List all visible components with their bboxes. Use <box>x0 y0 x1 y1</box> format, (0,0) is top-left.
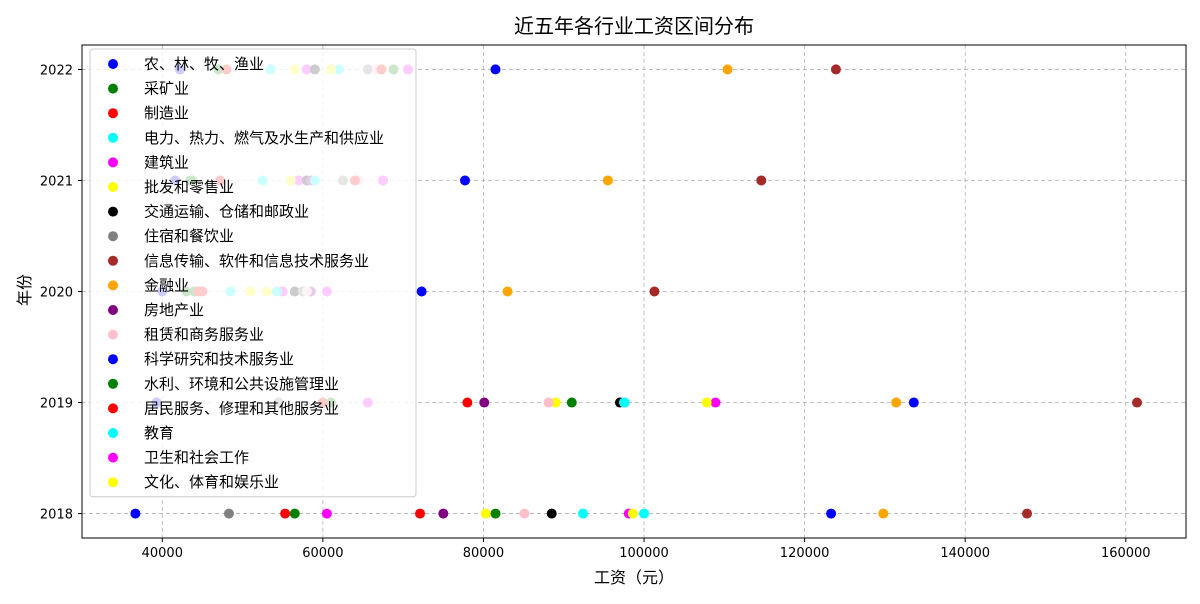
data-point-series-8 <box>830 64 841 75</box>
data-point-series-9 <box>722 64 733 75</box>
data-point-series-17 <box>627 508 638 519</box>
data-point-series-12 <box>826 508 837 519</box>
data-point-series-9 <box>878 508 889 519</box>
legend-label: 住宿和餐饮业 <box>144 227 234 245</box>
legend-label: 金融业 <box>144 276 189 294</box>
axis-ticks: 40000 60000 80000 100000 120000 140000 160000 2… <box>40 63 1151 561</box>
data-point-series-12 <box>490 64 501 75</box>
data-point-series-15 <box>639 508 650 519</box>
data-point-series-2 <box>280 508 291 519</box>
legend-label: 农、林、牧、渔业 <box>144 55 264 73</box>
legend-box <box>89 48 417 498</box>
chart-title: 近五年各行业工资区间分布 <box>514 14 754 38</box>
legend-label: 采矿业 <box>144 80 189 98</box>
x-tick-label: 60000 <box>302 546 343 561</box>
data-point-series-15 <box>618 397 629 408</box>
data-point-series-11 <box>543 397 554 408</box>
data-point-series-9 <box>502 286 513 297</box>
legend-marker <box>108 403 118 414</box>
data-point-series-10 <box>438 508 449 519</box>
x-tick-label: 160000 <box>1101 546 1151 561</box>
data-point-series-8 <box>756 175 767 186</box>
y-tick-label: 2021 <box>40 174 73 189</box>
legend-marker <box>108 354 118 365</box>
y-tick-label: 2020 <box>40 286 73 301</box>
data-point-series-3 <box>578 508 589 519</box>
legend-label: 卫生和社会工作 <box>144 449 249 467</box>
legend-marker <box>108 305 118 315</box>
legend-marker <box>108 477 118 488</box>
data-point-series-13 <box>566 397 577 408</box>
data-point-series-5 <box>480 508 491 519</box>
y-tick-label: 2018 <box>40 508 73 523</box>
legend-marker <box>108 378 118 389</box>
legend-marker <box>108 59 118 69</box>
data-point-series-17 <box>701 397 712 408</box>
data-point-series-16 <box>710 397 721 408</box>
legend-label: 交通运输、仓储和邮政业 <box>144 203 309 221</box>
legend-marker <box>108 132 118 143</box>
legend-marker <box>108 329 118 340</box>
x-tick-label: 100000 <box>619 546 669 561</box>
legend-label: 制造业 <box>144 104 189 122</box>
legend-label: 信息传输、软件和信息技术服务业 <box>144 252 369 270</box>
legend-marker <box>108 231 118 242</box>
data-point-series-10 <box>479 397 490 408</box>
x-axis-label: 工资（元） <box>594 568 674 587</box>
legend-marker <box>108 182 118 192</box>
y-tick-label: 2019 <box>40 397 73 412</box>
legend-label: 科学研究和技术服务业 <box>144 350 294 368</box>
legend-marker <box>108 206 118 217</box>
legend-label: 房地产业 <box>144 301 204 319</box>
data-point-series-8 <box>1132 397 1143 408</box>
data-point-series-12 <box>416 286 427 297</box>
data-point-series-14 <box>415 508 426 519</box>
legend-marker <box>108 108 118 119</box>
legend-marker <box>108 157 118 168</box>
legend-label: 电力、热力、燃气及水生产和供应业 <box>144 129 384 147</box>
legend-label: 水利、环境和公共设施管理业 <box>144 375 339 393</box>
legend-marker <box>108 83 118 94</box>
legend-marker <box>108 428 118 438</box>
data-point-series-5 <box>550 397 561 408</box>
legend-marker <box>108 280 118 291</box>
legend-label: 批发和零售业 <box>144 178 234 196</box>
data-point-series-13 <box>490 508 501 519</box>
legend-label: 教育 <box>144 424 174 442</box>
x-tick-label: 140000 <box>940 546 990 561</box>
data-point-series-8 <box>649 286 660 297</box>
data-point-series-12 <box>459 175 470 186</box>
y-axis-label: 年份 <box>15 274 34 306</box>
data-point-series-6 <box>546 508 557 519</box>
data-point-series-0 <box>130 508 141 519</box>
data-point-series-4 <box>321 508 332 519</box>
legend-label: 居民服务、修理和其他服务业 <box>144 399 339 417</box>
data-point-series-2 <box>462 397 473 408</box>
data-point-series-9 <box>891 397 902 408</box>
legend-marker <box>108 255 118 266</box>
legend-label: 文化、体育和娱乐业 <box>144 473 279 491</box>
legend-marker <box>108 452 118 463</box>
x-tick-label: 80000 <box>463 546 504 561</box>
y-tick-label: 2022 <box>40 63 73 78</box>
x-tick-label: 120000 <box>780 546 830 561</box>
data-point-series-12 <box>908 397 919 408</box>
data-point-series-9 <box>602 175 613 186</box>
data-point-series-1 <box>289 508 300 519</box>
legend-label: 建筑业 <box>144 153 189 171</box>
legend-label: 租赁和商务服务业 <box>144 326 264 344</box>
data-point-series-7 <box>223 508 234 519</box>
data-point-series-8 <box>1022 508 1033 519</box>
legend: 农、林、牧、渔业采矿业制造业电力、热力、燃气及水生产和供应业建筑业批发和零售业交… <box>89 48 417 498</box>
data-point-series-11 <box>519 508 530 519</box>
x-tick-label: 40000 <box>142 546 183 561</box>
